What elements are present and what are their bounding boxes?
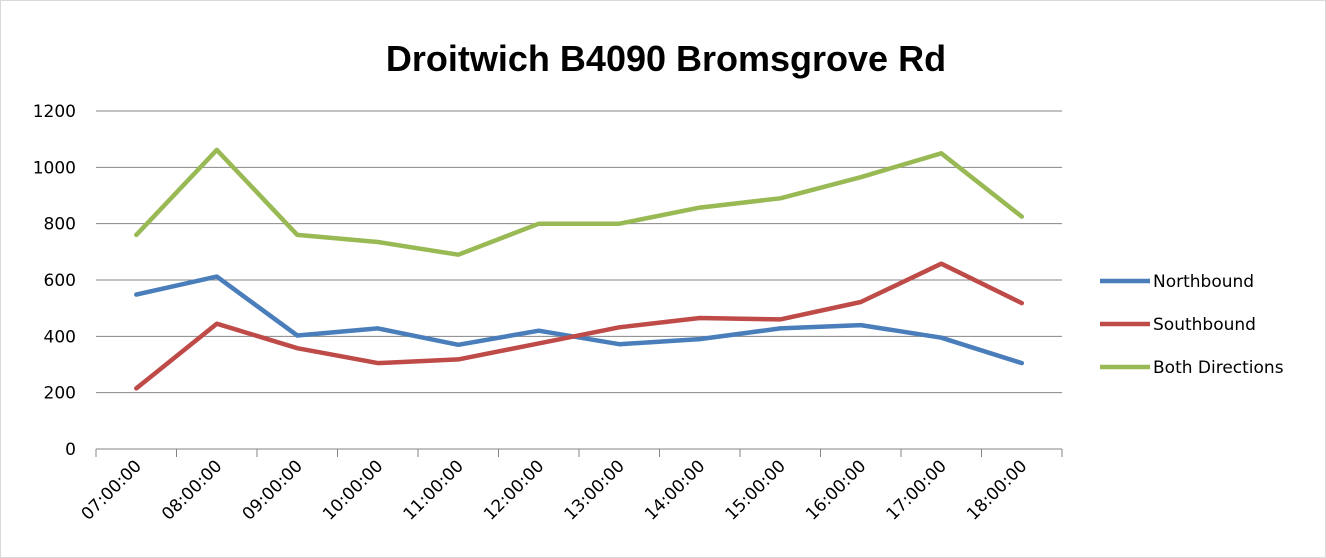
y-tick-label: 1000	[33, 158, 76, 178]
x-tick-label: 13:00:00	[561, 456, 629, 524]
y-tick-label: 0	[65, 440, 76, 460]
gridlines	[96, 110, 1062, 394]
chart-title: Droitwich B4090 Bromsgrove Rd	[386, 38, 946, 79]
x-tick-label: 07:00:00	[78, 456, 146, 524]
x-tick-label: 12:00:00	[480, 456, 548, 524]
y-tick-label: 400	[44, 327, 76, 347]
y-axis-ticks: 0 200 400 600 800 1000 1200	[33, 102, 76, 460]
series-line-both-directions	[134, 147, 1025, 257]
y-tick-label: 200	[44, 384, 76, 404]
legend: Northbound Southbound Both Directions	[1100, 272, 1284, 378]
x-tick-label: 17:00:00	[883, 456, 951, 524]
x-tick-label: 11:00:00	[400, 456, 468, 524]
x-tick-label: 09:00:00	[239, 456, 307, 524]
x-tick-label: 08:00:00	[158, 456, 226, 524]
x-tick-label: 14:00:00	[641, 456, 709, 524]
x-tick-label: 15:00:00	[722, 456, 790, 524]
y-tick-label: 600	[44, 271, 76, 291]
y-tick-label: 800	[44, 215, 76, 235]
x-tick-label: 18:00:00	[963, 456, 1031, 524]
legend-label: Northbound	[1153, 272, 1254, 292]
y-tick-label: 1200	[33, 102, 76, 122]
series-lines	[134, 147, 1025, 391]
legend-label: Southbound	[1153, 315, 1256, 335]
x-tick-label: 16:00:00	[802, 456, 870, 524]
series-line-southbound	[134, 261, 1025, 391]
x-tick-label: 10:00:00	[319, 456, 387, 524]
legend-label: Both Directions	[1153, 358, 1284, 378]
axes	[95, 448, 1063, 457]
x-axis-ticks: 07:00:00 08:00:00 09:00:00 10:00:00 11:00:00…	[78, 456, 1032, 524]
